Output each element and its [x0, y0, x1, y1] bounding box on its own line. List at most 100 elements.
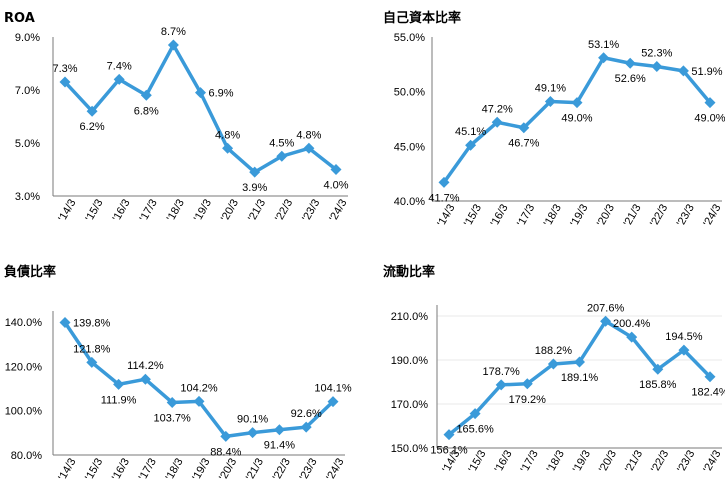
data-point-marker: [704, 97, 716, 109]
data-label: 182.4%: [691, 387, 725, 399]
data-label: 200.4%: [613, 318, 651, 330]
data-point-marker: [327, 396, 339, 408]
x-tick-label: '16/3: [493, 448, 515, 474]
data-point-marker: [193, 395, 205, 407]
x-tick-label: '15/3: [466, 448, 488, 474]
x-tick-label: '21/3: [244, 456, 266, 482]
x-tick-label: '14/3: [435, 202, 457, 228]
x-tick-label: '15/3: [462, 202, 484, 228]
x-tick-label: '19/3: [192, 197, 214, 223]
data-point-marker: [624, 57, 636, 69]
x-tick-label: '23/3: [298, 456, 320, 482]
data-label: 51.9%: [691, 66, 722, 78]
data-label: 4.5%: [269, 137, 294, 149]
data-point-marker: [86, 356, 98, 368]
data-point-marker: [704, 371, 716, 383]
data-point-marker: [300, 421, 312, 433]
x-tick-label: '22/3: [648, 202, 670, 228]
x-tick-label: '22/3: [271, 456, 293, 482]
data-label: 4.8%: [296, 129, 321, 141]
data-label: 90.1%: [237, 414, 268, 426]
data-label: 114.2%: [127, 360, 164, 372]
x-tick-label: '18/3: [164, 456, 186, 482]
data-point-marker: [547, 358, 559, 370]
data-label: 47.2%: [482, 103, 513, 115]
y-tick-label: 80.0%: [11, 450, 42, 462]
x-tick-label: '19/3: [571, 448, 593, 474]
y-tick-label: 45.0%: [394, 141, 425, 153]
x-tick-label: '24/3: [701, 448, 723, 474]
data-label: 6.2%: [80, 121, 105, 133]
data-point-marker: [626, 331, 638, 343]
data-point-marker: [443, 429, 455, 441]
y-tick-label: 55.0%: [394, 32, 425, 44]
data-label: 7.3%: [52, 63, 77, 75]
x-tick-label: '18/3: [165, 197, 187, 223]
data-label: 178.7%: [483, 366, 521, 378]
y-tick-label: 40.0%: [394, 196, 425, 208]
data-point-marker: [249, 166, 261, 178]
data-label: 121.8%: [73, 343, 111, 355]
x-tick-label: '19/3: [568, 202, 590, 228]
data-label: 46.7%: [508, 138, 539, 150]
x-tick-label: '20/3: [595, 202, 617, 228]
x-tick-label: '23/3: [675, 448, 697, 474]
data-label: 139.8%: [73, 318, 111, 330]
data-point-marker: [574, 356, 585, 368]
data-label: 91.4%: [264, 440, 295, 452]
data-point-marker: [303, 142, 315, 154]
y-tick-label: 140.0%: [5, 317, 43, 329]
x-tick-label: '14/3: [56, 197, 78, 223]
data-point-marker: [330, 164, 342, 175]
data-point-marker: [86, 105, 98, 117]
x-tick-label: '16/3: [110, 456, 132, 482]
data-point-marker: [571, 97, 583, 109]
y-tick-label: 50.0%: [394, 87, 425, 99]
data-point-marker: [166, 396, 178, 408]
x-tick-label: '22/3: [649, 448, 671, 474]
data-label: 8.7%: [161, 26, 186, 38]
data-label: 156.1%: [430, 445, 468, 457]
y-tick-label: 7.0%: [15, 85, 40, 97]
data-label: 52.3%: [641, 48, 672, 60]
data-point-marker: [139, 373, 151, 385]
data-point-marker: [113, 378, 125, 390]
data-label: 207.6%: [587, 302, 625, 314]
x-tick-label: '24/3: [701, 202, 723, 228]
chart-title: 流動比率: [383, 264, 435, 280]
data-point-marker: [495, 379, 507, 391]
data-point-marker: [677, 65, 689, 77]
data-point-marker: [59, 317, 71, 329]
x-tick-label: '18/3: [542, 202, 564, 228]
data-label: 7.4%: [107, 60, 132, 72]
x-tick-label: '18/3: [545, 448, 567, 474]
x-tick-label: '22/3: [273, 197, 295, 223]
y-tick-label: 100.0%: [5, 406, 43, 418]
data-point-marker: [222, 142, 234, 154]
data-label: 92.6%: [291, 408, 322, 420]
chart-title: 自己資本比率: [383, 10, 461, 26]
x-tick-label: '23/3: [300, 197, 322, 223]
data-point-marker: [438, 176, 450, 188]
y-tick-label: 150.0%: [391, 443, 429, 455]
data-point-marker: [195, 87, 206, 99]
x-tick-label: '15/3: [83, 456, 105, 482]
data-label: 45.1%: [455, 126, 486, 138]
data-point-marker: [652, 363, 664, 375]
chart-panel-2: 自己資本比率 40.0% 45.0% 50.0% 55.0% '14/3'15/3'16/…: [383, 10, 725, 229]
x-tick-label: '17/3: [515, 202, 537, 228]
data-label: 194.5%: [665, 331, 703, 343]
data-point-marker: [678, 344, 690, 356]
data-label: 104.2%: [180, 382, 218, 394]
data-point-marker: [167, 39, 179, 51]
data-point-marker: [59, 76, 71, 88]
data-point-marker: [276, 150, 288, 162]
y-tick-label: 5.0%: [15, 138, 40, 150]
data-point-marker: [518, 122, 530, 134]
x-tick-label: '17/3: [519, 448, 541, 474]
data-label: 111.9%: [101, 394, 137, 406]
y-tick-label: 170.0%: [391, 399, 429, 411]
data-label: 49.0%: [561, 113, 592, 125]
x-tick-label: '16/3: [489, 202, 511, 228]
